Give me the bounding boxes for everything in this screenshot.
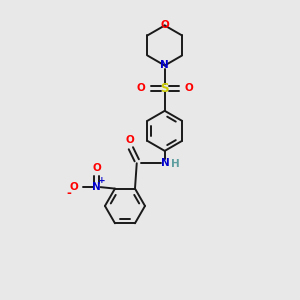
Text: O: O — [136, 83, 145, 93]
Text: H: H — [171, 159, 179, 169]
Text: O: O — [184, 83, 193, 93]
Text: O: O — [69, 182, 78, 192]
Text: O: O — [125, 135, 134, 145]
Text: N: N — [92, 182, 101, 192]
Text: -: - — [66, 187, 71, 200]
Text: N: N — [161, 158, 170, 168]
Text: +: + — [98, 176, 106, 185]
Text: S: S — [160, 82, 169, 95]
Text: O: O — [92, 163, 101, 173]
Text: N: N — [160, 61, 169, 70]
Text: O: O — [160, 20, 169, 30]
